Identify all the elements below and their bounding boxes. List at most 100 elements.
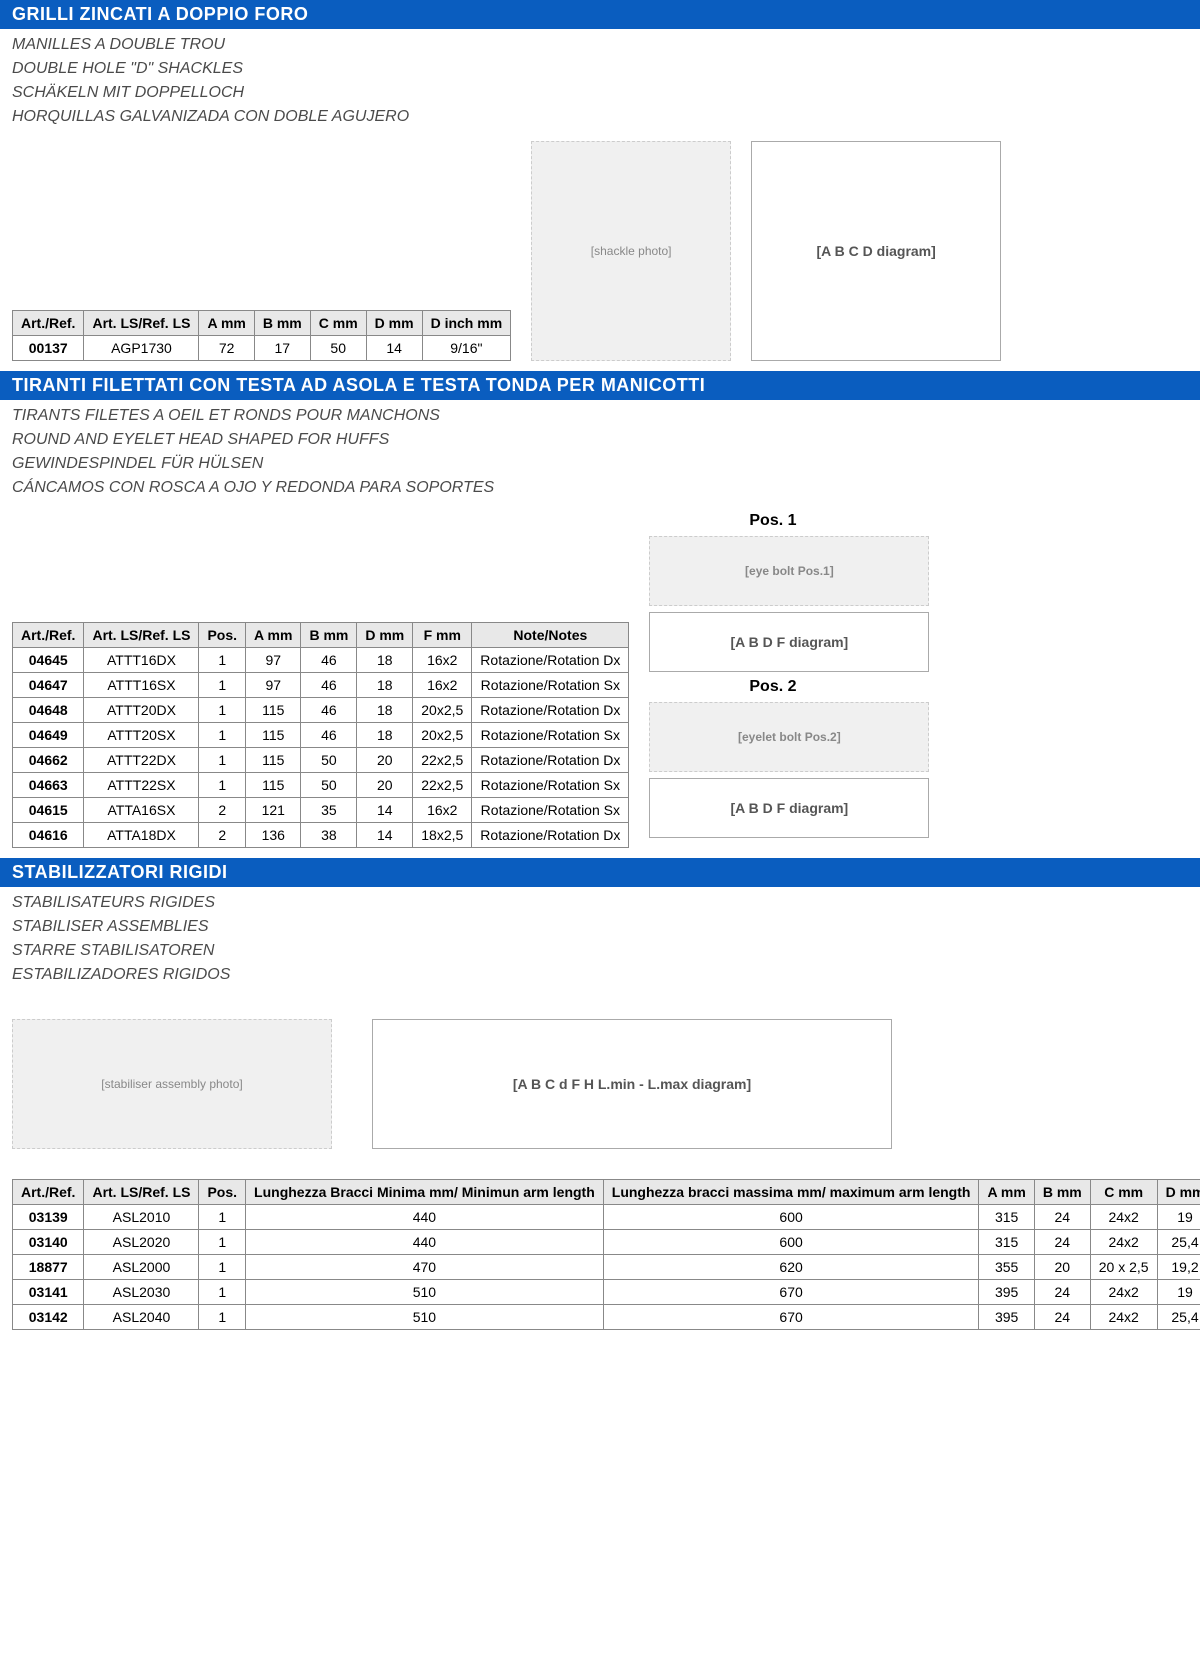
- table-cell: 1: [199, 673, 246, 698]
- table-row: 04647ATTT16SX197461816x2Rotazione/Rotati…: [13, 673, 629, 698]
- table-cell: 1: [199, 1305, 246, 1330]
- table-cell: 24x2: [1090, 1230, 1157, 1255]
- table-cell: 315: [979, 1205, 1034, 1230]
- table-cell: 18: [357, 723, 413, 748]
- table-cell: 24: [1034, 1280, 1090, 1305]
- subtitle: ESTABILIZADORES RIGIDOS: [12, 963, 1188, 987]
- table-row: 03142ASL204015106703952424x225,427x351co…: [13, 1305, 1200, 1330]
- table-cell: 03140: [13, 1230, 84, 1255]
- table-cell: 395: [979, 1305, 1034, 1330]
- table-cell: 03139: [13, 1205, 84, 1230]
- subtitle: STARRE STABILISATOREN: [12, 939, 1188, 963]
- table-cell: 04615: [13, 798, 84, 823]
- table-cell: 50: [310, 336, 366, 361]
- table-cell: 04662: [13, 748, 84, 773]
- table-row: 18877ASL200014706203552020 x 2,519,224 x…: [13, 1255, 1200, 1280]
- table-cell: ASL2010: [84, 1205, 199, 1230]
- table-row: 04649ATTT20SX1115461820x2,5Rotazione/Rot…: [13, 723, 629, 748]
- table-cell: 24x2: [1090, 1205, 1157, 1230]
- table-header: Art./Ref.: [13, 311, 84, 336]
- table-header: A mm: [979, 1180, 1034, 1205]
- table-cell: 50: [301, 773, 357, 798]
- table-cell: 18x2,5: [413, 823, 472, 848]
- table-cell: 470: [246, 1255, 604, 1280]
- table-cell: 24: [1034, 1305, 1090, 1330]
- table-cell: 24: [1034, 1230, 1090, 1255]
- table-cell: 395: [979, 1280, 1034, 1305]
- table-cell: 16x2: [413, 798, 472, 823]
- table-cell: 19,2: [1157, 1255, 1200, 1280]
- eyelet-photo: [eyelet bolt Pos.2]: [649, 702, 929, 772]
- table-cell: 25,4: [1157, 1230, 1200, 1255]
- table-cell: 670: [603, 1305, 979, 1330]
- table-cell: 2: [199, 823, 246, 848]
- table-cell: 25,4: [1157, 1305, 1200, 1330]
- table-header: Art./Ref.: [13, 1180, 84, 1205]
- table-cell: Rotazione/Rotation Sx: [472, 798, 629, 823]
- subtitle: DOUBLE HOLE "D" SHACKLES: [12, 57, 1188, 81]
- table-cell: 600: [603, 1230, 979, 1255]
- table-cell: 38: [301, 823, 357, 848]
- table-cell: ASL2030: [84, 1280, 199, 1305]
- table-cell: 440: [246, 1230, 604, 1255]
- table-cell: ASL2020: [84, 1230, 199, 1255]
- table-cell: 19: [1157, 1280, 1200, 1305]
- table-header: Pos.: [199, 623, 246, 648]
- table-cell: 1: [199, 1230, 246, 1255]
- table-header: B mm: [254, 311, 310, 336]
- table-cell: Rotazione/Rotation Sx: [472, 673, 629, 698]
- table-row: 03140ASL202014406003152424x225,427x351co…: [13, 1230, 1200, 1255]
- table-header: B mm: [1034, 1180, 1090, 1205]
- table-cell: 22x2,5: [413, 773, 472, 798]
- table-cell: 46: [301, 673, 357, 698]
- subtitle: TIRANTS FILETES A OEIL ET RONDS POUR MAN…: [12, 404, 1188, 428]
- table-cell: 20: [357, 748, 413, 773]
- table-header: Art. LS/Ref. LS: [84, 1180, 199, 1205]
- table-cell: 1: [199, 1205, 246, 1230]
- table-cell: ASL2040: [84, 1305, 199, 1330]
- section1-content: Art./Ref.Art. LS/Ref. LSA mmB mmC mmD mm…: [0, 141, 1200, 371]
- table-cell: 1: [199, 648, 246, 673]
- table-cell: 35: [301, 798, 357, 823]
- table-cell: 16x2: [413, 648, 472, 673]
- subtitle: STABILISATEURS RIGIDES: [12, 891, 1188, 915]
- table-cell: 670: [603, 1280, 979, 1305]
- table-cell: 04649: [13, 723, 84, 748]
- table-cell: 24: [1034, 1205, 1090, 1230]
- table-row: 04648ATTT20DX1115461820x2,5Rotazione/Rot…: [13, 698, 629, 723]
- table-cell: Rotazione/Rotation Dx: [472, 748, 629, 773]
- table-cell: 1: [199, 773, 246, 798]
- table-cell: ATTT20SX: [84, 723, 199, 748]
- table-cell: 14: [357, 798, 413, 823]
- table-cell: 2: [199, 798, 246, 823]
- table-row: 00137AGP1730721750149/16": [13, 336, 511, 361]
- table-cell: 136: [246, 823, 301, 848]
- table-cell: 04645: [13, 648, 84, 673]
- table-cell: 20 x 2,5: [1090, 1255, 1157, 1280]
- table-cell: 20x2,5: [413, 723, 472, 748]
- table-header: Lunghezza Bracci Minima mm/ Minimun arm …: [246, 1180, 604, 1205]
- table-header: A mm: [246, 623, 301, 648]
- table-cell: Rotazione/Rotation Dx: [472, 823, 629, 848]
- section2-content: Art./Ref.Art. LS/Ref. LSPos.A mmB mmD mm…: [0, 512, 1200, 858]
- subtitle: GEWINDESPINDEL FÜR HÜLSEN: [12, 452, 1188, 476]
- section2-subtitles: TIRANTS FILETES A OEIL ET RONDS POUR MAN…: [0, 400, 1200, 512]
- section2-title: TIRANTI FILETTATI CON TESTA AD ASOLA E T…: [0, 371, 1200, 400]
- table-cell: 14: [366, 336, 422, 361]
- table-cell: 18877: [13, 1255, 84, 1280]
- table-cell: 1: [199, 723, 246, 748]
- table-cell: 24x2: [1090, 1305, 1157, 1330]
- table-cell: 03141: [13, 1280, 84, 1305]
- table-cell: 115: [246, 773, 301, 798]
- table-cell: 22x2,5: [413, 748, 472, 773]
- table-cell: 121: [246, 798, 301, 823]
- subtitle: STABILISER ASSEMBLIES: [12, 915, 1188, 939]
- section2-diagrams: Pos. 1 [eye bolt Pos.1] [A B D F diagram…: [649, 512, 929, 838]
- table-header: D mm: [366, 311, 422, 336]
- table-cell: 1: [199, 1280, 246, 1305]
- subtitle: SCHÄKELN MIT DOPPELLOCH: [12, 81, 1188, 105]
- table-cell: 510: [246, 1280, 604, 1305]
- table-cell: 600: [603, 1205, 979, 1230]
- shackle-photo: [shackle photo]: [531, 141, 731, 361]
- section3-subtitles: STABILISATEURS RIGIDES STABILISER ASSEMB…: [0, 887, 1200, 999]
